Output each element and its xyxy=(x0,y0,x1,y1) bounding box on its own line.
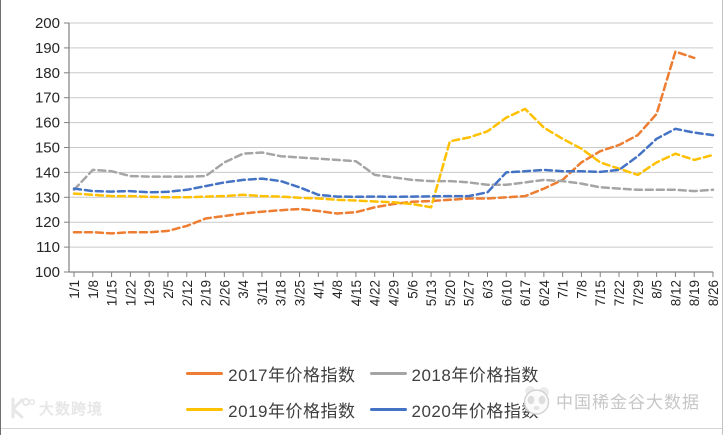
x-axis-label: 5/20 xyxy=(443,280,458,306)
x-axis-label: 3/11 xyxy=(255,280,270,305)
x-axis-label: 6/24 xyxy=(537,280,552,307)
x-axis-label: 3/25 xyxy=(293,280,308,306)
legend-label-2017: 2017年价格指数 xyxy=(228,366,356,385)
legend-item-2019: 2019年价格指数 xyxy=(186,397,355,422)
y-axis-label: 130 xyxy=(35,189,60,206)
x-axis-label: 1/1 xyxy=(67,280,82,299)
watermark-left: 大数跨境 xyxy=(9,396,103,420)
y-axis-label: 160 xyxy=(35,115,60,132)
y-axis-label: 110 xyxy=(36,239,60,256)
x-axis-label: 8/12 xyxy=(668,280,683,306)
bottom-divider-line xyxy=(1,428,722,429)
series-line-2018 xyxy=(72,151,715,193)
series-line-2017 xyxy=(72,50,696,235)
x-axis-label: 3/4 xyxy=(236,280,251,299)
x-axis-label: 7/15 xyxy=(593,280,608,306)
chart-legend: 2017年价格指数 2018年价格指数 2019年价格指数 2020年价格指数 xyxy=(1,361,722,422)
x-axis-label: 1/8 xyxy=(86,280,101,299)
legend-line-sample-2020 xyxy=(369,407,407,412)
x-axis-label: 7/29 xyxy=(631,280,646,306)
y-axis-label: 200 xyxy=(35,15,60,32)
legend-line-sample-2019 xyxy=(186,407,224,412)
legend-item-2017: 2017年价格指数 xyxy=(186,361,355,386)
x-axis-label: 8/5 xyxy=(650,280,665,299)
legend-item-2018: 2018年价格指数 xyxy=(369,361,539,386)
x-axis-label: 3/18 xyxy=(274,280,289,306)
x-axis-label: 2/5 xyxy=(161,280,176,299)
legend-line-sample-2018 xyxy=(369,371,407,376)
legend-row-2: 2019年价格指数 2020年价格指数 xyxy=(186,397,539,422)
x-axis-label: 4/15 xyxy=(349,280,364,306)
x-axis-label: 1/29 xyxy=(142,280,157,306)
x-axis-label: 7/8 xyxy=(574,280,589,299)
y-axis-label: 100 xyxy=(35,264,60,281)
x-axis-label: 4/1 xyxy=(311,280,326,299)
x-axis-label: 1/22 xyxy=(123,280,138,306)
legend-label-2019: 2019年价格指数 xyxy=(228,402,356,421)
x-axis-label: 8/26 xyxy=(706,280,721,306)
price-index-line-chart: 100 110 120 130 140 150 160 170 180 190 200 1/1 1/8 1… xyxy=(35,15,721,307)
x-axis-label: 2/12 xyxy=(180,280,195,306)
legend-item-2020: 2020年价格指数 xyxy=(369,397,539,422)
x-axis-label: 5/13 xyxy=(424,280,439,306)
x-axis-label: 5/6 xyxy=(405,280,420,299)
watermark-right-text: 中国稀金谷大数据 xyxy=(556,392,700,412)
x-axis-label: 8/19 xyxy=(687,280,702,306)
x-axis-label: 6/10 xyxy=(499,280,514,306)
watermark-right: 中国稀金谷大数据 xyxy=(520,383,700,417)
legend-label-2018: 2018年价格指数 xyxy=(411,366,539,385)
legend-line-sample-2017 xyxy=(186,371,224,376)
x-axis-label: 6/3 xyxy=(480,280,495,299)
watermark-left-text: 大数跨境 xyxy=(39,400,104,418)
series-line-2019 xyxy=(72,107,715,209)
y-axis-label: 120 xyxy=(35,214,60,231)
x-axis-label: 7/22 xyxy=(612,280,627,306)
y-axis-label: 150 xyxy=(35,140,60,157)
x-axis-label: 5/27 xyxy=(462,280,477,306)
x-axis-label: 2/26 xyxy=(217,280,232,306)
y-axis-label: 140 xyxy=(35,164,60,181)
y-axis-label: 180 xyxy=(35,65,60,82)
y-axis-label: 190 xyxy=(35,40,60,57)
legend-row-1: 2017年价格指数 2018年价格指数 xyxy=(186,361,539,386)
x-axis-label: 7/1 xyxy=(556,280,571,299)
dashu-logo-icon xyxy=(11,397,35,419)
x-axis-label: 6/17 xyxy=(518,280,533,306)
x-axis-label: 4/29 xyxy=(387,280,402,306)
x-axis-label: 4/8 xyxy=(330,280,345,299)
series-line-2020 xyxy=(72,127,715,199)
y-axis-label: 170 xyxy=(35,90,60,107)
x-axis-label: 4/22 xyxy=(368,280,383,306)
x-axis-label: 2/19 xyxy=(199,280,214,306)
legend-label-2020: 2020年价格指数 xyxy=(411,402,539,421)
panda-logo-icon xyxy=(523,386,550,415)
x-axis-label: 1/15 xyxy=(105,280,120,306)
